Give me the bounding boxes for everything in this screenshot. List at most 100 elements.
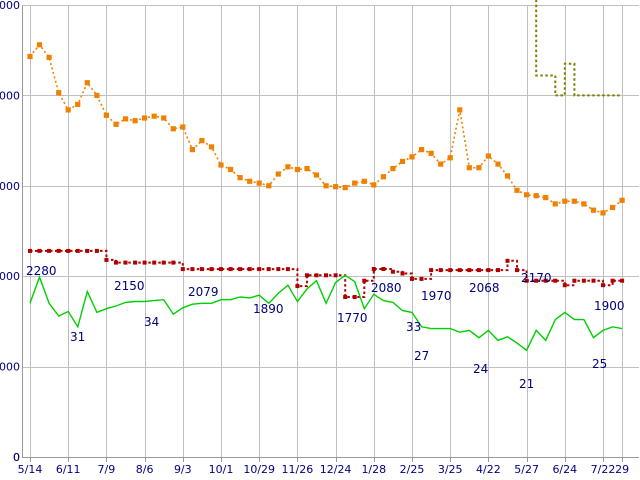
annot-red-2079: 2079 bbox=[188, 285, 219, 299]
y-axis-tick-label: 5000 bbox=[0, 0, 20, 12]
data-point-marker bbox=[524, 192, 530, 198]
data-point-marker bbox=[467, 268, 472, 273]
annot-red-1890: 1890 bbox=[253, 302, 284, 316]
data-point-marker bbox=[294, 166, 301, 173]
data-point-marker bbox=[66, 248, 71, 253]
annot-red-1900: 1900 bbox=[594, 299, 625, 313]
series-orange-dotted-series bbox=[27, 42, 625, 216]
data-point-marker bbox=[562, 283, 567, 288]
data-point-marker bbox=[591, 278, 596, 283]
data-point-marker bbox=[238, 267, 243, 272]
data-point-marker bbox=[180, 267, 185, 272]
data-point-marker bbox=[218, 267, 223, 272]
data-point-marker bbox=[275, 171, 281, 177]
data-point-marker bbox=[247, 178, 253, 184]
data-point-marker bbox=[504, 173, 511, 179]
data-point-marker bbox=[600, 210, 606, 216]
data-point-marker bbox=[515, 268, 520, 273]
y-axis-tick-label: 1000 bbox=[0, 361, 20, 374]
data-point-marker bbox=[75, 248, 80, 253]
data-point-marker bbox=[581, 201, 587, 207]
x-axis-tick-label: 5/14 bbox=[18, 463, 43, 476]
annot-green-33: 33 bbox=[406, 320, 421, 334]
data-point-marker bbox=[161, 115, 167, 121]
data-point-marker bbox=[447, 155, 453, 161]
data-point-marker bbox=[390, 165, 396, 172]
data-point-marker bbox=[46, 54, 52, 61]
annot-green-21: 21 bbox=[519, 377, 534, 391]
data-point-marker bbox=[266, 183, 272, 189]
annot-red-1770: 1770 bbox=[337, 311, 368, 325]
data-point-marker bbox=[133, 260, 138, 265]
annot-red-2068: 2068 bbox=[469, 281, 500, 295]
data-point-marker bbox=[343, 294, 348, 299]
data-point-marker bbox=[323, 183, 329, 189]
data-point-marker bbox=[314, 273, 319, 278]
x-axis-tick-label: 4/22 bbox=[476, 463, 501, 476]
data-point-marker bbox=[27, 248, 32, 253]
data-point-marker bbox=[457, 268, 462, 273]
series-lines bbox=[27, 0, 625, 352]
x-axis-tick-label: 1/28 bbox=[361, 463, 386, 476]
y-axis-tick-label: 0 bbox=[13, 451, 20, 464]
data-point-marker bbox=[428, 150, 434, 156]
data-point-marker bbox=[208, 144, 215, 150]
data-point-marker bbox=[247, 267, 252, 272]
data-point-marker bbox=[448, 268, 453, 273]
data-point-marker bbox=[590, 207, 597, 213]
annot-red-2280: 2280 bbox=[26, 264, 57, 278]
y-axis-tick-labels: 0100020003000400050000 bbox=[0, 0, 20, 464]
data-point-marker bbox=[199, 267, 204, 272]
data-point-marker bbox=[276, 267, 281, 272]
data-point-marker bbox=[543, 278, 548, 283]
data-point-marker bbox=[409, 154, 415, 160]
data-point-marker bbox=[524, 278, 529, 283]
gridlines bbox=[22, 5, 639, 458]
annot-green-25: 25 bbox=[592, 357, 607, 371]
data-point-marker bbox=[476, 165, 482, 171]
data-point-marker bbox=[610, 278, 615, 283]
data-point-marker bbox=[457, 107, 463, 113]
data-point-marker bbox=[171, 260, 176, 265]
data-point-marker bbox=[419, 276, 424, 281]
x-axis-tick-label: 2/25 bbox=[400, 463, 425, 476]
x-axis-tick-label: 12/24 bbox=[320, 463, 352, 476]
data-point-marker bbox=[256, 180, 262, 186]
data-point-marker bbox=[285, 267, 290, 272]
data-point-marker bbox=[37, 248, 42, 253]
data-point-marker bbox=[36, 42, 43, 48]
data-point-marker bbox=[371, 182, 377, 188]
data-point-marker bbox=[438, 161, 444, 167]
data-point-marker bbox=[352, 294, 357, 299]
data-point-marker bbox=[572, 278, 577, 283]
data-point-marker bbox=[84, 80, 90, 86]
data-point-marker bbox=[581, 278, 586, 283]
x-axis-tick-label: 9/3 bbox=[174, 463, 192, 476]
data-point-marker bbox=[104, 257, 109, 262]
data-point-marker bbox=[142, 260, 147, 265]
data-point-marker bbox=[227, 166, 234, 173]
data-point-marker bbox=[141, 115, 148, 121]
x-axis-tick-label: 7/9 bbox=[98, 463, 116, 476]
x-axis-tick-label: 29 bbox=[615, 463, 629, 476]
data-point-marker bbox=[323, 273, 328, 278]
data-point-marker bbox=[75, 101, 81, 107]
data-point-marker bbox=[619, 197, 625, 203]
x-axis-tick-label: 7/22 bbox=[591, 463, 616, 476]
y-axis-tick-label: 2000 bbox=[0, 270, 20, 283]
axis-lines bbox=[22, 5, 639, 462]
data-point-marker bbox=[552, 201, 558, 207]
data-point-marker bbox=[189, 146, 195, 153]
annot-red-1970: 1970 bbox=[421, 289, 452, 303]
data-point-marker bbox=[601, 283, 606, 288]
data-point-marker bbox=[114, 260, 119, 265]
data-point-marker bbox=[304, 273, 309, 278]
series-olive-dotted-series bbox=[535, 0, 623, 97]
origin-label: 0 bbox=[13, 451, 20, 464]
data-point-marker bbox=[228, 267, 233, 272]
data-point-marker bbox=[495, 161, 501, 167]
data-point-marker bbox=[94, 92, 100, 98]
data-point-marker bbox=[409, 276, 414, 281]
data-point-marker bbox=[132, 118, 138, 124]
annot-green-34: 34 bbox=[144, 315, 159, 329]
